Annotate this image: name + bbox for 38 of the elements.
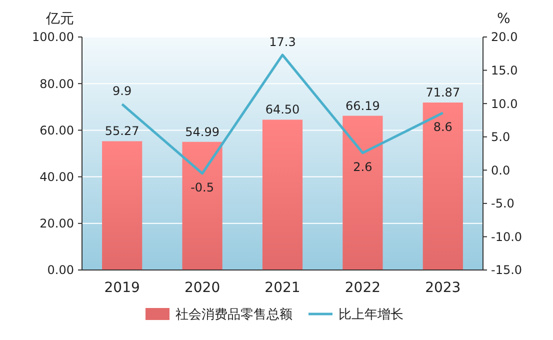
- x-tick-label: 2020: [184, 280, 220, 296]
- y-tick-label: 60.00: [40, 123, 74, 138]
- y2-tick-label: 0.0: [491, 163, 510, 178]
- x-tick-label: 2021: [264, 280, 300, 296]
- bar: [262, 120, 303, 270]
- bar: [342, 116, 383, 270]
- y2-tick-label: -10.0: [491, 230, 522, 244]
- bar: [422, 102, 463, 270]
- data-label: 71.87: [426, 86, 460, 100]
- y2-axis-title: %: [497, 11, 510, 27]
- data-label: 66.19: [346, 98, 380, 113]
- y-tick-label: 40.00: [40, 170, 74, 184]
- data-label: 17.3: [269, 34, 296, 49]
- y2-tick-label: -15.0: [491, 263, 522, 278]
- data-label: -0.5: [190, 180, 214, 194]
- y2-tick-label: 15.0: [491, 63, 518, 78]
- legend-label: 社会消费品零售总额: [176, 308, 292, 323]
- x-tick-label: 2023: [425, 280, 461, 296]
- bar: [182, 142, 222, 270]
- y-tick-label: 0.00: [47, 263, 74, 278]
- y2-tick-label: 5.0: [491, 130, 510, 144]
- bar: [102, 141, 142, 270]
- data-label: 54.99: [185, 124, 220, 139]
- data-label: 8.6: [433, 120, 452, 134]
- x-tick-label: 2022: [344, 280, 381, 296]
- data-label: 55.27: [104, 124, 140, 138]
- y2-tick-label: 10.0: [491, 96, 518, 111]
- y-tick-label: 80.00: [40, 76, 74, 91]
- legend-label: 比上年增长: [338, 308, 404, 323]
- data-label: 64.50: [265, 102, 300, 117]
- y2-tick-label: 20.0: [491, 30, 518, 44]
- data-label: 2.6: [353, 160, 372, 174]
- x-tick-label: 2019: [104, 280, 140, 296]
- y2-tick-label: -5.0: [491, 196, 514, 211]
- y-axis-title: 亿元: [45, 11, 74, 27]
- y-tick-label: 20.00: [40, 216, 74, 231]
- data-label: 9.9: [112, 84, 132, 98]
- y-tick-label: 100.00: [32, 30, 74, 44]
